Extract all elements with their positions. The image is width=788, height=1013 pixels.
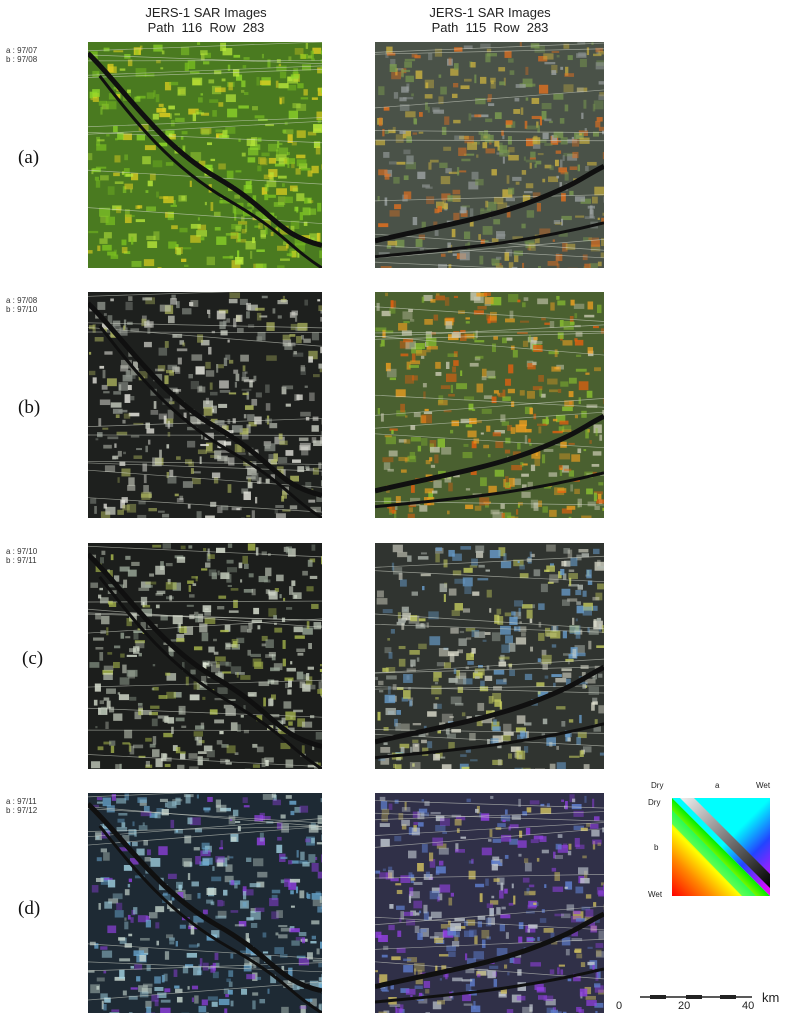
sar-image	[375, 543, 604, 769]
legend-label: Dry	[648, 798, 660, 807]
date-label: b : 97/11	[6, 556, 37, 565]
date-label: b : 97/08	[6, 55, 37, 64]
legend-label: b	[654, 843, 658, 852]
date-label: a : 97/07	[6, 46, 37, 55]
column-subtitle: Path 116 Row 283	[86, 20, 326, 35]
legend-label: Wet	[756, 781, 770, 790]
figure: JERS-1 SAR Images Path 116 Row 283 JERS-…	[0, 0, 788, 1013]
legend-and-scale	[640, 780, 788, 1013]
row-label: (a)	[18, 147, 39, 169]
legend-label: a	[715, 781, 719, 790]
row-label: (c)	[22, 648, 43, 670]
column-header: JERS-1 SAR Images Path 115 Row 283	[370, 5, 610, 35]
date-label: b : 97/12	[6, 806, 37, 815]
sar-image	[88, 543, 322, 769]
scale-unit: km	[762, 990, 779, 1005]
legend-label: Dry	[651, 781, 663, 790]
sar-image	[375, 292, 604, 518]
sar-image	[88, 793, 322, 1013]
row-label: (d)	[18, 898, 40, 920]
date-label: a : 97/10	[6, 547, 37, 556]
date-label: a : 97/08	[6, 296, 37, 305]
date-label: a : 97/11	[6, 797, 37, 806]
column-subtitle: Path 115 Row 283	[370, 20, 610, 35]
date-label: b : 97/10	[6, 305, 37, 314]
column-title: JERS-1 SAR Images	[86, 5, 326, 20]
legend-label: Wet	[648, 890, 662, 899]
sar-image	[88, 292, 322, 518]
column-title: JERS-1 SAR Images	[370, 5, 610, 20]
row-label: (b)	[18, 397, 40, 419]
sar-image	[375, 793, 604, 1013]
sar-image	[88, 42, 322, 268]
sar-image	[375, 42, 604, 268]
column-header: JERS-1 SAR Images Path 116 Row 283	[86, 5, 326, 35]
scale-label: 20	[678, 1000, 690, 1012]
scale-label: 40	[742, 1000, 754, 1012]
scale-label: 0	[616, 1000, 622, 1012]
